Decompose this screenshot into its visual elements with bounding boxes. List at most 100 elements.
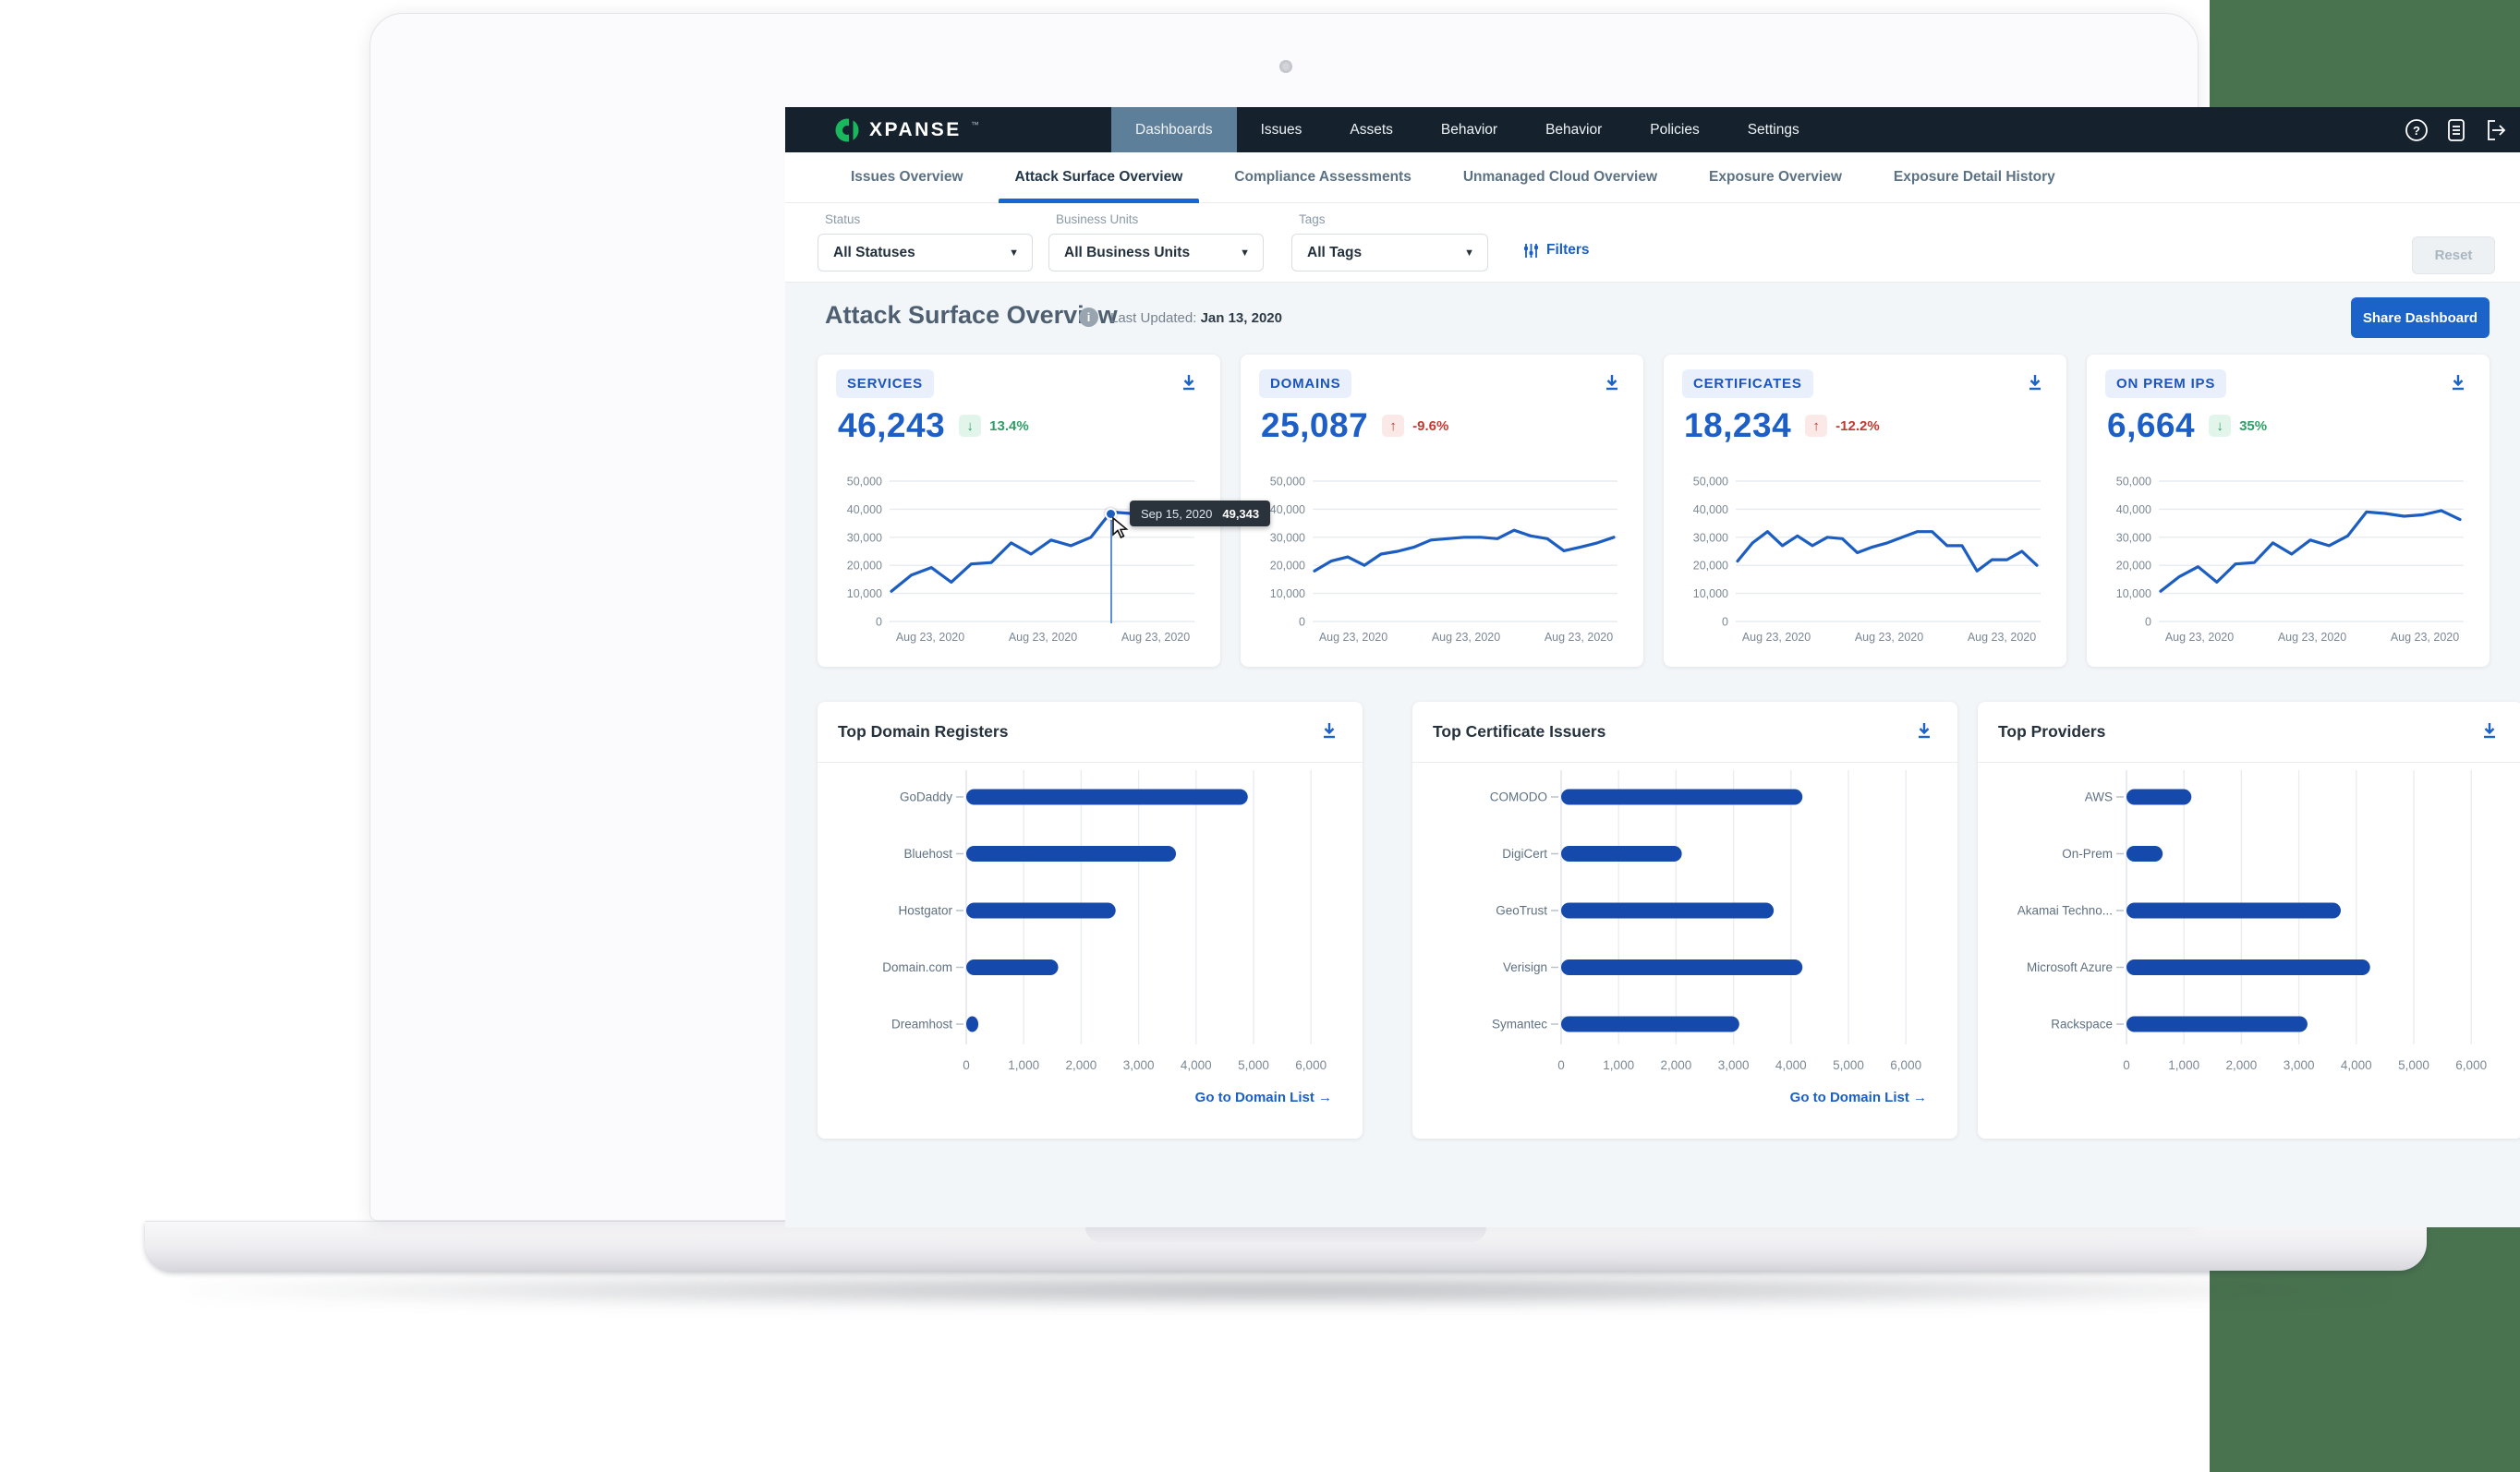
- svg-text:30,000: 30,000: [2116, 531, 2151, 544]
- svg-text:6,000: 6,000: [1890, 1058, 1921, 1072]
- tags-dropdown[interactable]: All Tags ▼: [1291, 234, 1488, 271]
- filter-status-label: Status: [825, 212, 861, 226]
- last-updated: Last Updated: Jan 13, 2020: [1110, 310, 1282, 326]
- svg-text:0: 0: [963, 1058, 970, 1072]
- svg-text:Bluehost: Bluehost: [903, 847, 952, 861]
- svg-text:Domain.com: Domain.com: [882, 960, 952, 974]
- last-updated-value: Jan 13, 2020: [1200, 310, 1282, 326]
- stat-title-domains: DOMAINS: [1259, 369, 1352, 398]
- status-dropdown-value: All Statuses: [833, 244, 915, 260]
- hover-guide-line: [1110, 513, 1112, 623]
- svg-text:Aug 23, 2020: Aug 23, 2020: [1009, 631, 1077, 644]
- svg-text:2,000: 2,000: [1066, 1058, 1097, 1072]
- download-icon[interactable]: [2445, 369, 2471, 398]
- svg-text:3,000: 3,000: [2284, 1058, 2315, 1072]
- download-icon[interactable]: [1911, 718, 1937, 746]
- nav-item-dashboards[interactable]: Dashboards: [1111, 107, 1237, 152]
- stat-value: 6,664: [2107, 406, 2196, 444]
- status-dropdown[interactable]: All Statuses ▼: [818, 234, 1033, 271]
- svg-text:Aug 23, 2020: Aug 23, 2020: [2278, 631, 2346, 644]
- go-to-domain-list-link[interactable]: Go to Domain List →: [1194, 1090, 1332, 1105]
- nav-item-assets[interactable]: Assets: [1350, 121, 1393, 138]
- top-navbar: XPANSE ™ Dashboards Issues Assets Behavi…: [785, 107, 2520, 152]
- svg-text:10,000: 10,000: [2116, 587, 2151, 600]
- mouse-cursor-icon: [1112, 517, 1129, 539]
- download-icon[interactable]: [2477, 718, 2502, 746]
- nav-item-policies[interactable]: Policies: [1650, 121, 1700, 138]
- svg-text:20,000: 20,000: [1693, 560, 1728, 573]
- business-units-dropdown-value: All Business Units: [1064, 244, 1191, 260]
- nav-item-issues[interactable]: Issues: [1260, 121, 1302, 138]
- download-icon[interactable]: [1599, 369, 1625, 398]
- tab-attack-surface-overview[interactable]: Attack Surface Overview: [989, 152, 1209, 203]
- tab-exposure-overview[interactable]: Exposure Overview: [1709, 169, 1842, 185]
- svg-text:5,000: 5,000: [1238, 1058, 1269, 1072]
- chart-tooltip: Sep 15, 2020 49,343: [1130, 501, 1271, 526]
- page-header: Attack Surface Overview i Last Updated: …: [785, 283, 2520, 355]
- go-to-domain-list-link[interactable]: Go to Domain List →: [1789, 1090, 1927, 1105]
- share-dashboard-button[interactable]: Share Dashboard: [2351, 297, 2490, 338]
- stat-card-domains: DOMAINS 25,087 ↑ -9.6% 0 10,000 20,000 30,0…: [1241, 355, 1643, 667]
- tab-issues-overview[interactable]: Issues Overview: [851, 169, 963, 185]
- business-units-dropdown[interactable]: All Business Units ▼: [1048, 234, 1264, 271]
- tooltip-date: Sep 15, 2020: [1141, 506, 1213, 521]
- stat-cards-row: SERVICES 46,243 ↓ 13.4% 0 10,000 20,000 30,…: [818, 355, 2490, 667]
- download-icon[interactable]: [1316, 718, 1342, 746]
- info-icon[interactable]: i: [1079, 308, 1098, 327]
- filters-bar: Status All Statuses ▼ Business Units All…: [785, 203, 2520, 283]
- svg-text:30,000: 30,000: [1270, 531, 1305, 544]
- svg-text:40,000: 40,000: [1693, 503, 1728, 516]
- domain-registers-bar-chart: 0 1,000 2,000 3,000 4,000 5,000 6,000 GoDaddy Bl…: [882, 770, 1327, 1072]
- svg-text:2,000: 2,000: [2226, 1058, 2258, 1072]
- svg-text:Dreamhost: Dreamhost: [891, 1018, 952, 1032]
- svg-text:Microsoft Azure: Microsoft Azure: [2027, 960, 2113, 974]
- bar-card-top-certificate-issuers: Top Certificate Issuers 0 1,000 2,000 3,000…: [1412, 702, 1957, 1139]
- delta-percent: -9.6%: [1412, 417, 1449, 434]
- nav-item-behavior-1[interactable]: Behavior: [1440, 121, 1498, 138]
- dashboard-tabs: Issues Overview Attack Surface Overview …: [785, 152, 2520, 203]
- svg-text:Aug 23, 2020: Aug 23, 2020: [1855, 631, 1923, 644]
- domains-trend-chart[interactable]: 0 10,000 20,000 30,000 40,000 50,000 Aug 23, 2…: [1241, 464, 1643, 648]
- changelog-icon[interactable]: [2444, 118, 2468, 142]
- download-icon[interactable]: [2022, 369, 2048, 398]
- stat-card-on-prem-ips: ON PREM IPS 6,664 ↓ 35% 0 10,000 20,000 30,…: [2087, 355, 2490, 667]
- certificates-trend-chart[interactable]: 0 10,000 20,000 30,000 40,000 50,000 Aug 23, 2…: [1664, 464, 2066, 648]
- tab-exposure-detail-history[interactable]: Exposure Detail History: [1893, 169, 2055, 185]
- svg-text:1,000: 1,000: [1008, 1058, 1039, 1072]
- reset-button[interactable]: Reset: [2412, 236, 2495, 274]
- chevron-down-icon: ▼: [1240, 247, 1250, 259]
- nav-item-settings[interactable]: Settings: [1747, 121, 1799, 138]
- download-icon[interactable]: [1176, 369, 1202, 398]
- svg-text:0: 0: [1722, 616, 1728, 629]
- logout-icon[interactable]: [2484, 118, 2508, 142]
- tab-unmanaged-cloud-overview[interactable]: Unmanaged Cloud Overview: [1462, 169, 1658, 185]
- svg-text:4,000: 4,000: [2341, 1058, 2372, 1072]
- stat-value: 25,087: [1261, 406, 1369, 444]
- svg-text:Aug 23, 2020: Aug 23, 2020: [1545, 631, 1613, 644]
- delta-percent: -12.2%: [1835, 417, 1880, 434]
- nav-item-behavior-2[interactable]: Behavior: [1545, 121, 1603, 138]
- svg-text:1,000: 1,000: [1603, 1058, 1634, 1072]
- svg-text:AWS: AWS: [2085, 790, 2113, 804]
- filters-button[interactable]: Filters: [1523, 242, 1590, 259]
- svg-text:DigiCert: DigiCert: [1502, 847, 1547, 861]
- svg-text:?: ?: [2413, 124, 2420, 138]
- tab-compliance-assessments[interactable]: Compliance Assessments: [1234, 169, 1411, 185]
- tooltip-value: 49,343: [1222, 506, 1260, 521]
- on-prem-ips-trend-chart[interactable]: 0 10,000 20,000 30,000 40,000 50,000 Aug 23, 2…: [2087, 464, 2490, 648]
- dashboard-screen: XPANSE ™ Dashboards Issues Assets Behavi…: [785, 107, 2520, 1227]
- laptop-lid: XPANSE ™ Dashboards Issues Assets Behavi…: [370, 13, 2520, 1227]
- nav-icon-group: ?: [2405, 107, 2508, 152]
- svg-text:0: 0: [1299, 616, 1305, 629]
- stat-value: 46,243: [838, 406, 946, 444]
- filters-button-label: Filters: [1546, 242, 1590, 258]
- svg-text:GoDaddy: GoDaddy: [900, 790, 952, 804]
- svg-text:Rackspace: Rackspace: [2051, 1018, 2113, 1032]
- svg-text:50,000: 50,000: [2116, 476, 2151, 489]
- help-icon[interactable]: ?: [2405, 118, 2429, 142]
- certificate-issuers-bar-chart: 0 1,000 2,000 3,000 4,000 5,000 6,000 COMODO Dig…: [1490, 770, 1921, 1072]
- chevron-down-icon: ▼: [1009, 247, 1019, 259]
- services-trend-chart[interactable]: 0 10,000 20,000 30,000 40,000 50,000 Aug 23, 2…: [818, 464, 1220, 648]
- svg-text:6,000: 6,000: [1295, 1058, 1327, 1072]
- svg-text:50,000: 50,000: [1270, 476, 1305, 489]
